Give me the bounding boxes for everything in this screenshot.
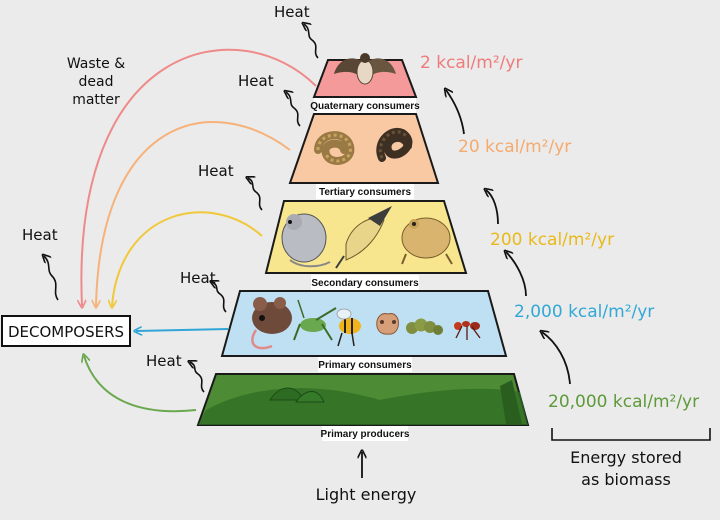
tier-secondary-consumers: Secondary consumers: [264, 200, 468, 290]
energy-flow-arrows: [362, 90, 571, 478]
energy-stored-line2: as biomass: [581, 470, 671, 489]
ant-icon: [454, 321, 481, 340]
grasshopper-icon: [293, 299, 337, 341]
label-secondary-consumers: Secondary consumers: [311, 278, 419, 289]
hawk-icon: [334, 53, 396, 85]
label-primary-producers: Primary producers: [321, 429, 410, 440]
heat-label-6: Heat: [22, 226, 58, 244]
energy-tertiary: 20 kcal/m²/yr: [458, 137, 571, 157]
waste-line2: dead: [79, 74, 114, 90]
label-tertiary-consumers: Tertiary consumers: [319, 187, 412, 198]
tier-primary-consumers: Primary consumers: [220, 290, 508, 372]
light-energy-label: Light energy: [316, 485, 417, 504]
heat-label-1: Heat: [274, 3, 310, 21]
heat-label-4: Heat: [180, 269, 216, 287]
rat-icon: [281, 213, 331, 268]
bird-icon: [335, 206, 392, 269]
moth-icon: [376, 313, 399, 335]
heat-tertiary: Heat: [238, 72, 301, 127]
energy-primary-consumers: 2,000 kcal/m²/yr: [514, 302, 654, 322]
heat-primary-consumers: Heat: [180, 269, 227, 313]
snake-icon-2: [376, 127, 413, 162]
heat-secondary: Heat: [198, 162, 263, 211]
tier-primary-producers: Primary producers: [196, 373, 530, 441]
energy-stored-line1: Energy stored: [570, 448, 682, 467]
tier-quaternary-consumers: Quaternary consumers: [310, 53, 420, 113]
label-primary-consumers: Primary consumers: [318, 360, 412, 371]
heat-top: Heat: [274, 3, 319, 59]
heat-label-5: Heat: [146, 352, 182, 370]
heat-label-2: Heat: [238, 72, 274, 90]
decomposers-label: DECOMPOSERS: [8, 323, 124, 341]
energy-secondary: 200 kcal/m²/yr: [490, 230, 614, 250]
biomass-bracket: [551, 428, 711, 441]
waste-line1: Waste &: [67, 56, 125, 72]
energy-producers: 20,000 kcal/m²/yr: [548, 392, 699, 412]
energy-quaternary: 2 kcal/m²/yr: [420, 53, 522, 73]
heat-label-3: Heat: [198, 162, 234, 180]
waste-arrows: [81, 48, 317, 413]
tier-tertiary-consumers: Tertiary consumers: [288, 113, 440, 199]
caterpillar-icon: [406, 318, 443, 335]
snake-icon: [314, 131, 355, 165]
waste-line3: matter: [72, 92, 120, 108]
toad-icon: [401, 217, 453, 265]
bee-icon: [336, 308, 361, 347]
mouse-icon: [251, 297, 292, 350]
heat-producers: Heat: [146, 352, 205, 393]
decomposers-box: [1, 315, 131, 347]
heat-decomposers: Heat: [22, 226, 59, 301]
label-quaternary-consumers: Quaternary consumers: [310, 101, 420, 112]
